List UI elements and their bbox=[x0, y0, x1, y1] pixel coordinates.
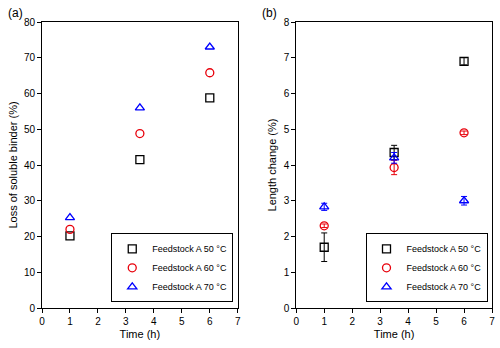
svg-text:6: 6 bbox=[207, 316, 213, 327]
svg-text:Time (h): Time (h) bbox=[374, 328, 415, 340]
svg-text:80: 80 bbox=[24, 17, 36, 28]
svg-text:6: 6 bbox=[284, 88, 290, 99]
svg-text:2: 2 bbox=[349, 316, 355, 327]
svg-text:0: 0 bbox=[284, 303, 290, 314]
svg-text:7: 7 bbox=[235, 316, 241, 327]
svg-text:4: 4 bbox=[405, 316, 411, 327]
svg-text:2: 2 bbox=[284, 231, 290, 242]
svg-text:Feedstock A 50 °C: Feedstock A 50 °C bbox=[407, 244, 482, 254]
svg-text:1: 1 bbox=[321, 316, 327, 327]
svg-text:Feedstock A 60 °C: Feedstock A 60 °C bbox=[152, 263, 227, 273]
svg-text:5: 5 bbox=[433, 316, 439, 327]
svg-text:3: 3 bbox=[123, 316, 129, 327]
svg-text:0: 0 bbox=[29, 303, 35, 314]
svg-text:0: 0 bbox=[293, 316, 299, 327]
svg-text:70: 70 bbox=[24, 52, 36, 63]
svg-text:3: 3 bbox=[284, 195, 290, 206]
svg-text:Time (h): Time (h) bbox=[120, 328, 161, 340]
svg-text:50: 50 bbox=[24, 124, 36, 135]
svg-text:5: 5 bbox=[284, 124, 290, 135]
svg-text:4: 4 bbox=[284, 160, 290, 171]
svg-text:Feedstock A 70 °C: Feedstock A 70 °C bbox=[407, 282, 482, 292]
svg-text:1: 1 bbox=[67, 316, 73, 327]
svg-text:5: 5 bbox=[179, 316, 185, 327]
svg-text:0: 0 bbox=[39, 316, 45, 327]
svg-text:4: 4 bbox=[151, 316, 157, 327]
svg-text:Feedstock A 50 °C: Feedstock A 50 °C bbox=[152, 244, 227, 254]
svg-text:(a): (a) bbox=[8, 6, 23, 20]
svg-text:8: 8 bbox=[284, 17, 290, 28]
svg-text:Feedstock A 60 °C: Feedstock A 60 °C bbox=[407, 263, 482, 273]
svg-text:60: 60 bbox=[24, 88, 36, 99]
svg-text:6: 6 bbox=[461, 316, 467, 327]
svg-text:20: 20 bbox=[24, 231, 36, 242]
svg-text:2: 2 bbox=[95, 316, 101, 327]
svg-text:(b): (b) bbox=[262, 6, 277, 20]
svg-text:10: 10 bbox=[24, 267, 36, 278]
svg-text:3: 3 bbox=[377, 316, 383, 327]
svg-text:7: 7 bbox=[489, 316, 495, 327]
svg-text:Loss of soluble binder (%): Loss of soluble binder (%) bbox=[7, 101, 19, 228]
svg-text:Feedstock A 70 °C: Feedstock A 70 °C bbox=[152, 282, 227, 292]
svg-text:30: 30 bbox=[24, 195, 36, 206]
svg-text:7: 7 bbox=[284, 52, 290, 63]
svg-text:40: 40 bbox=[24, 160, 36, 171]
svg-text:Length change (%): Length change (%) bbox=[266, 119, 278, 212]
svg-text:1: 1 bbox=[284, 267, 290, 278]
